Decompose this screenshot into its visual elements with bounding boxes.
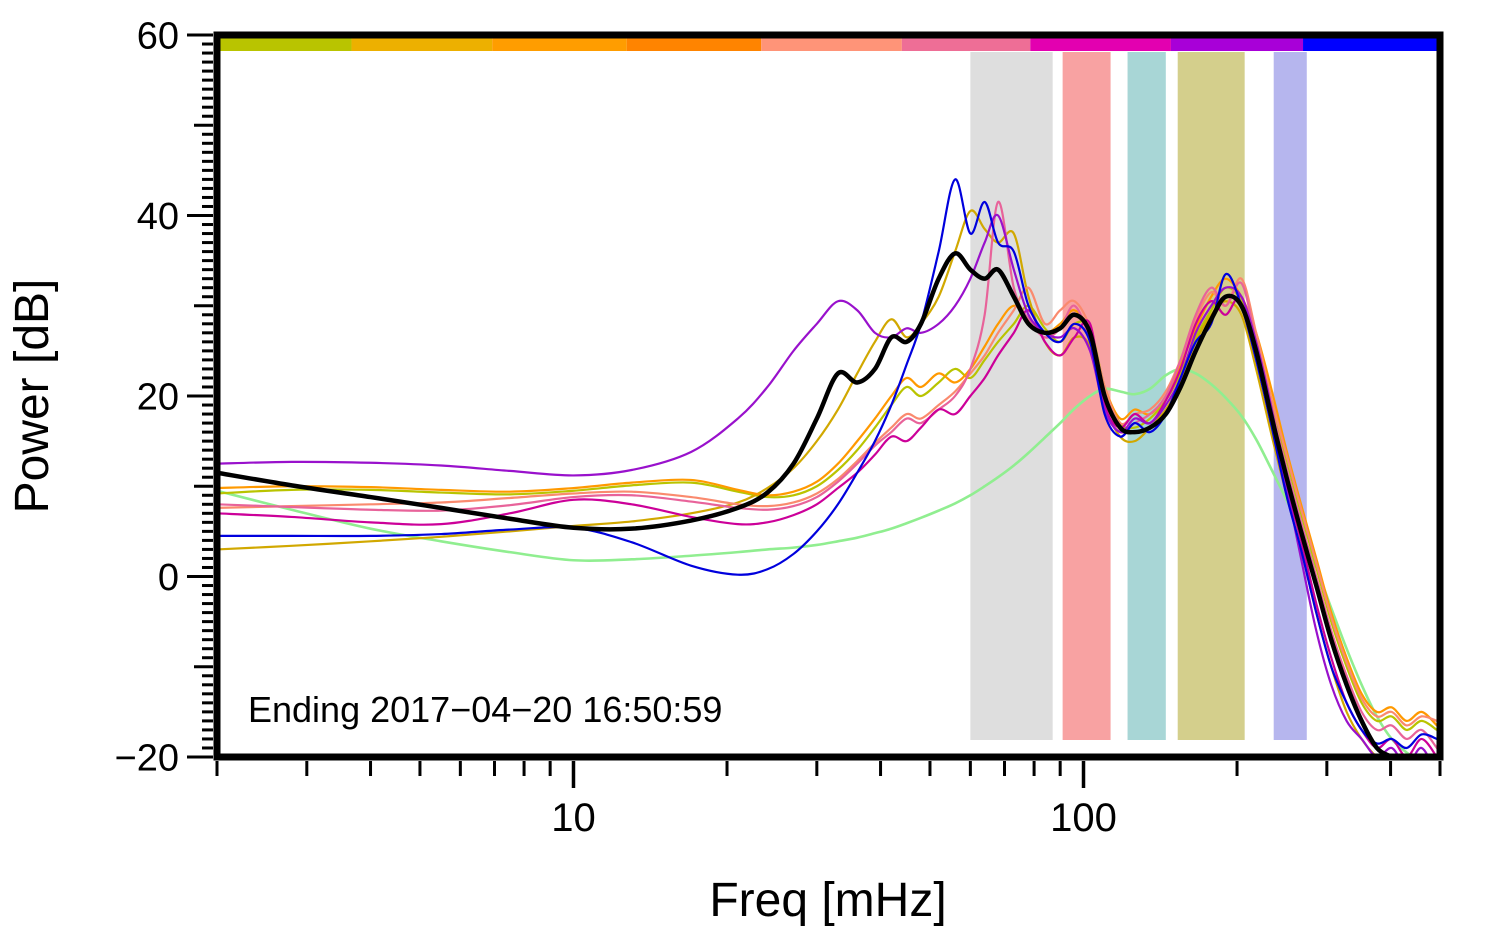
- band-khaki: [1177, 52, 1245, 740]
- x-tick-label: 10: [551, 796, 596, 840]
- y-tick-label: 0: [158, 557, 179, 599]
- series-spectrum-purple: [217, 213, 1430, 757]
- annotation-ending-time: Ending 2017−04−20 16:50:59: [248, 689, 722, 730]
- y-tick-label: 60: [137, 16, 179, 58]
- colorbar-segment: [761, 38, 902, 51]
- spectra-lines: [217, 178, 1438, 757]
- y-tick-label: 40: [137, 196, 179, 238]
- colorbar-segment: [1170, 38, 1304, 51]
- y-axis-label: Power [dB]: [6, 279, 59, 514]
- colorbar-segment: [492, 38, 627, 51]
- series-spectrum-pink: [217, 200, 1438, 750]
- band-lavender: [1273, 52, 1307, 740]
- tick-labels: −20 0 20 40 60 10 100: [115, 16, 1117, 840]
- time-colorbar: [217, 38, 1440, 51]
- series-mean-spectrum-black: [217, 251, 1429, 757]
- plot-bands: [970, 52, 1307, 740]
- y-tick-label: 20: [137, 377, 179, 419]
- y-tick-label: −20: [115, 738, 179, 780]
- plot-frame: [213, 31, 1444, 761]
- colorbar-segment: [1303, 38, 1440, 51]
- colorbar-segment: [1030, 38, 1171, 51]
- axis-ticks: [187, 33, 1442, 788]
- series-spectrum-magenta: [217, 294, 1438, 757]
- colorbar-segment: [626, 38, 762, 51]
- colorbar-segment: [901, 38, 1031, 51]
- x-tick-label: 100: [1050, 796, 1117, 840]
- series-spectrum-blue: [217, 178, 1438, 750]
- colorbar-segment: [217, 38, 352, 51]
- x-axis-label: Freq [mHz]: [709, 874, 946, 927]
- band-teal: [1127, 52, 1166, 740]
- band-gray: [970, 52, 1053, 740]
- colorbar-segment: [351, 38, 493, 51]
